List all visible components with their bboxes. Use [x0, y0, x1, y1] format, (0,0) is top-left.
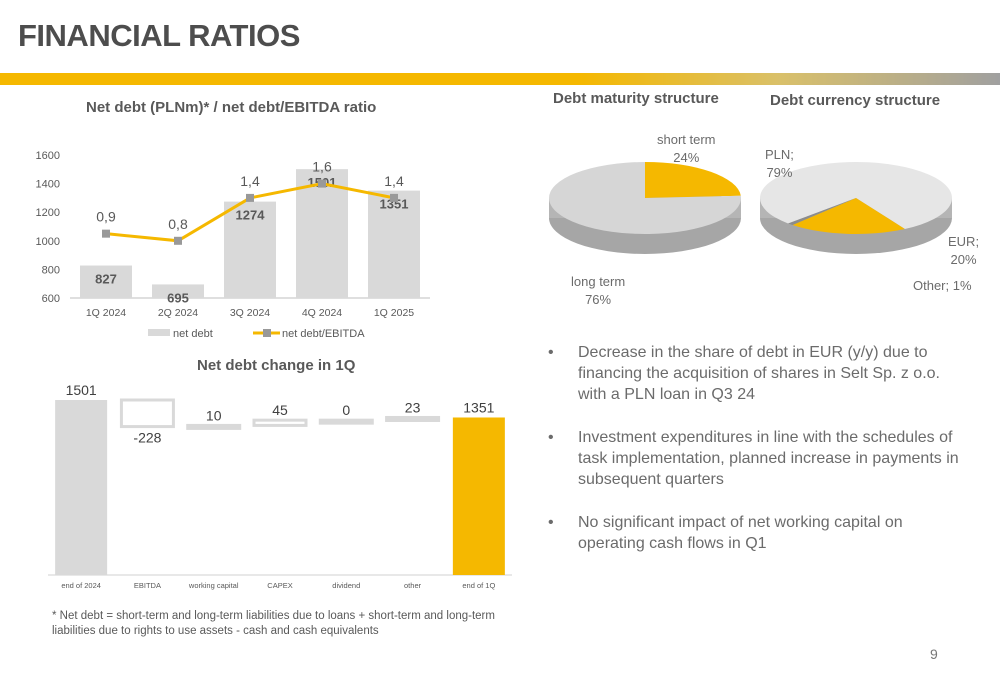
ratio-marker — [390, 193, 398, 202]
bullet-item: • No significant impact of net working ca… — [548, 514, 903, 552]
waterfall-bar — [385, 415, 441, 422]
ratio-value-label: 1,4 — [240, 173, 260, 189]
y-tick-label: 1200 — [36, 207, 60, 219]
bar-value-label: 1351 — [380, 197, 409, 212]
x-tick-label: CAPEX — [267, 581, 292, 590]
waterfall-value-label: 1501 — [66, 382, 97, 398]
ratio-value-label: 1,6 — [312, 159, 332, 175]
legend-label: net debt — [173, 328, 213, 340]
pie-slice — [792, 198, 905, 234]
waterfall-chart-title: Net debt change in 1Q — [197, 357, 356, 374]
page-number: 9 — [930, 646, 938, 662]
page-title: FINANCIAL RATIOS — [18, 18, 300, 53]
bar — [296, 169, 348, 298]
x-tick-label: end of 1Q — [462, 581, 495, 590]
bullet-dot: • — [548, 429, 554, 446]
y-tick-label: 800 — [42, 264, 60, 276]
ratio-marker — [102, 229, 110, 238]
ratio-value-label: 0,8 — [168, 216, 188, 232]
bar — [368, 190, 420, 298]
pie-slice — [760, 162, 952, 229]
waterfall-bar — [186, 423, 242, 430]
bar — [224, 201, 276, 298]
debt-structure-pies — [549, 162, 952, 254]
waterfall-value-label: 10 — [206, 407, 222, 423]
footnote: * Net debt = short-term and long-term li… — [52, 610, 495, 637]
waterfall-bar — [55, 400, 108, 575]
pie-slice — [788, 198, 856, 226]
ratio-marker — [318, 179, 326, 188]
waterfall-value-label: 1351 — [463, 399, 494, 415]
y-tick-label: 1600 — [36, 150, 60, 162]
legend-swatch-marker — [263, 329, 271, 337]
combo-chart-title: Net debt (PLNm)* / net debt/EBITDA ratio — [86, 99, 377, 116]
bar — [152, 284, 204, 298]
x-tick-label: 3Q 2024 — [230, 307, 270, 319]
pie-slice — [549, 162, 741, 234]
net-debt-waterfall-chart: 1501 end of 2024 -228 EBITDA 10 working capit… — [48, 382, 512, 590]
currency-pie-title: Debt currency structure — [770, 92, 941, 109]
x-tick-label: other — [404, 581, 422, 590]
pie-slice — [645, 162, 741, 198]
waterfall-value-label: -228 — [133, 430, 161, 446]
accent-band — [0, 73, 1000, 85]
bullet-item: • Decrease in the share of debt in EUR (y… — [548, 344, 940, 403]
y-tick-label: 600 — [42, 293, 60, 305]
net-debt-combo-chart: 600 800 1000 1200 1400 1600 827 1Q 2024 695 2Q 20… — [36, 150, 430, 340]
waterfall-value-label: 0 — [342, 402, 350, 418]
bar-value-label: 827 — [95, 272, 117, 287]
pie-label-pln: PLN; 79% — [765, 147, 794, 180]
x-tick-label: working capital — [188, 581, 239, 590]
x-tick-label: dividend — [332, 581, 360, 590]
y-tick-label: 1000 — [36, 236, 60, 248]
waterfall-bar — [452, 417, 505, 575]
bullet-item: • Investment expenditures in line with th… — [548, 429, 959, 488]
waterfall-bar — [318, 418, 374, 425]
waterfall-bar — [252, 418, 308, 427]
legend-label: net debt/EBITDA — [282, 328, 365, 340]
pie-label-long-term: long term 76% — [571, 274, 626, 307]
x-tick-label: 1Q 2024 — [86, 307, 126, 319]
waterfall-value-label: 45 — [272, 402, 288, 418]
waterfall-bar — [119, 398, 175, 429]
x-tick-label: 1Q 2025 — [374, 307, 414, 319]
ratio-value-label: 0,9 — [96, 209, 116, 225]
ratio-marker — [246, 193, 254, 202]
x-tick-label: EBITDA — [134, 581, 161, 590]
x-tick-label: end of 2024 — [61, 581, 101, 590]
ratio-value-label: 1,4 — [384, 173, 404, 189]
bullet-list: • Decrease in the share of debt in EUR (y… — [548, 342, 968, 576]
x-tick-label: 2Q 2024 — [158, 307, 198, 319]
legend-swatch-bar — [148, 329, 170, 336]
pie-label-eur: EUR; 20% — [948, 234, 980, 267]
maturity-pie-title: Debt maturity structure — [553, 90, 719, 107]
bullet-dot: • — [548, 514, 554, 531]
bar-value-label: 1274 — [236, 208, 266, 223]
waterfall-value-label: 23 — [405, 399, 421, 415]
y-tick-label: 1400 — [36, 179, 60, 191]
pie-label-short-term: short term 24% — [657, 132, 716, 165]
pie-label-other: Other; 1% — [913, 278, 972, 293]
bar — [80, 265, 132, 298]
bar-value-label: 695 — [167, 290, 189, 305]
bullet-dot: • — [548, 344, 554, 361]
x-tick-label: 4Q 2024 — [302, 307, 342, 319]
ratio-marker — [174, 236, 182, 245]
